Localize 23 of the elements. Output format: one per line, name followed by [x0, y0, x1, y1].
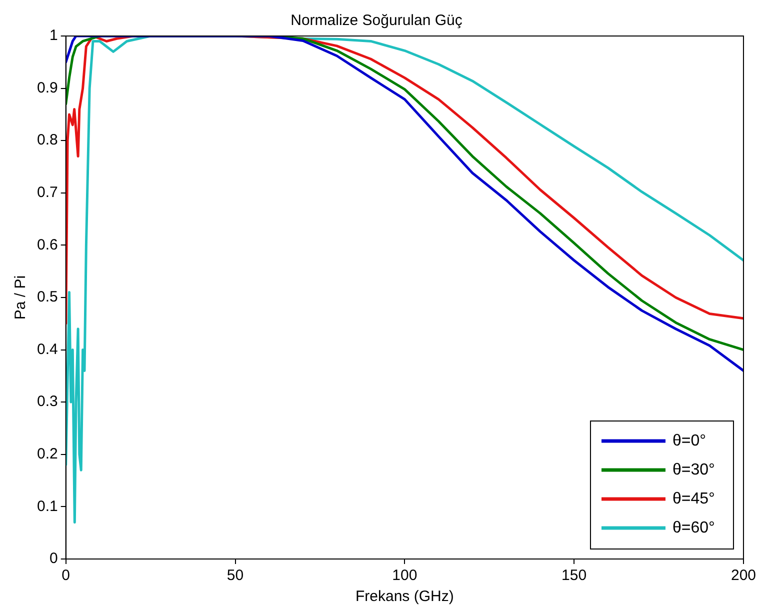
legend-label: θ=45°	[672, 490, 715, 508]
y-tick-label: 0.5	[36, 288, 58, 306]
chart-title: Normalize Soğurulan Güç	[290, 12, 463, 30]
legend-label: θ=0°	[672, 432, 706, 450]
x-tick-label: 200	[730, 567, 756, 584]
y-tick-label: 0.9	[36, 79, 58, 96]
x-tick-label: 100	[392, 567, 418, 584]
y-axis-title: Pa / Pi	[12, 275, 30, 320]
y-tick-label: 0.6	[36, 236, 58, 254]
y-tick-label: 0.4	[36, 340, 58, 358]
y-tick-label: 0.8	[36, 132, 58, 149]
x-tick-label: 50	[226, 567, 244, 584]
y-tick-label: 0.3	[36, 393, 58, 410]
y-tick-label: 1	[50, 27, 58, 44]
y-tick-label: 0.2	[36, 446, 58, 463]
x-axis-title: Frekans (GHz)	[355, 588, 454, 606]
x-tick-label: 150	[562, 567, 587, 584]
x-tick-label: 0	[62, 567, 70, 584]
y-tick-label: 0.1	[36, 498, 58, 515]
y-tick-label: 0	[50, 550, 58, 568]
legend-label: θ=30°	[672, 461, 715, 478]
y-tick-label: 0.7	[36, 184, 58, 202]
legend-label: θ=60°	[672, 519, 715, 536]
